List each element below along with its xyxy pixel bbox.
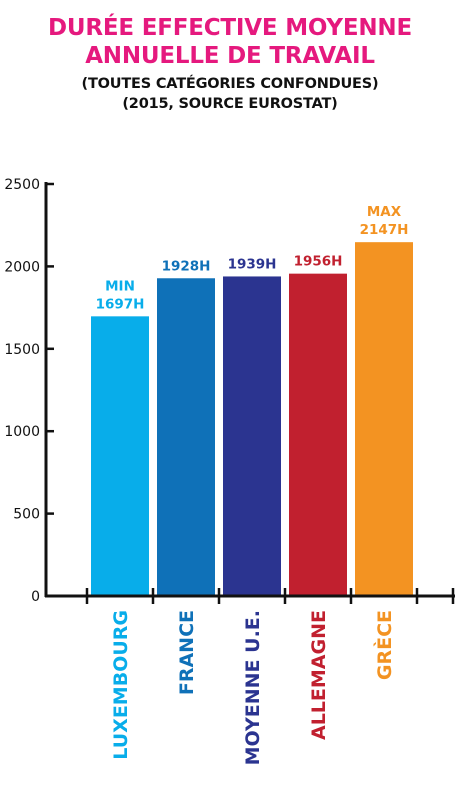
chart-subtitle-line-2: (2015, source Eurostat): [122, 96, 338, 112]
x-category-label-3: ALLEMAGNE: [308, 610, 330, 740]
x-category-label-2: MOYENNE U.E.: [242, 610, 264, 765]
x-category-label-1: FRANCE: [176, 610, 198, 695]
data-label-4: MAX 2147H: [360, 204, 409, 238]
y-tick-label-2000: 2000: [4, 259, 40, 275]
chart-subtitle: (toutes catégories confondues) (2015, so…: [0, 74, 460, 114]
chart-subtitle-line-1: (toutes catégories confondues): [81, 76, 379, 92]
y-tick-label-500: 500: [13, 507, 40, 523]
y-tick-label-2500: 2500: [4, 177, 40, 193]
data-label-3: 1956H: [294, 254, 343, 270]
data-label-1: 1928H: [162, 258, 211, 274]
chart-title-line-2: annuelle de travail: [85, 43, 375, 69]
bar-luxembourg: [91, 316, 149, 596]
bar-allemagne: [289, 273, 347, 596]
bar-moyenne-u-e: [223, 276, 281, 596]
x-category-label-4: GRÈCE: [373, 610, 396, 680]
header: Durée effective moyenne annuelle de trav…: [0, 14, 460, 114]
chart-title-line-1: Durée effective moyenne: [48, 15, 412, 41]
y-tick-label-0: 0: [31, 589, 40, 605]
y-tick-label-1000: 1000: [4, 424, 40, 440]
data-label-0: MIN 1697H: [96, 278, 145, 312]
chart-title: Durée effective moyenne annuelle de trav…: [0, 14, 460, 70]
data-label-2: 1939H: [228, 256, 277, 272]
y-tick-label-1500: 1500: [4, 342, 40, 358]
bar-gr-ce: [355, 242, 413, 597]
bar-france: [157, 278, 215, 596]
x-category-label-0: LUXEMBOURG: [110, 610, 132, 760]
